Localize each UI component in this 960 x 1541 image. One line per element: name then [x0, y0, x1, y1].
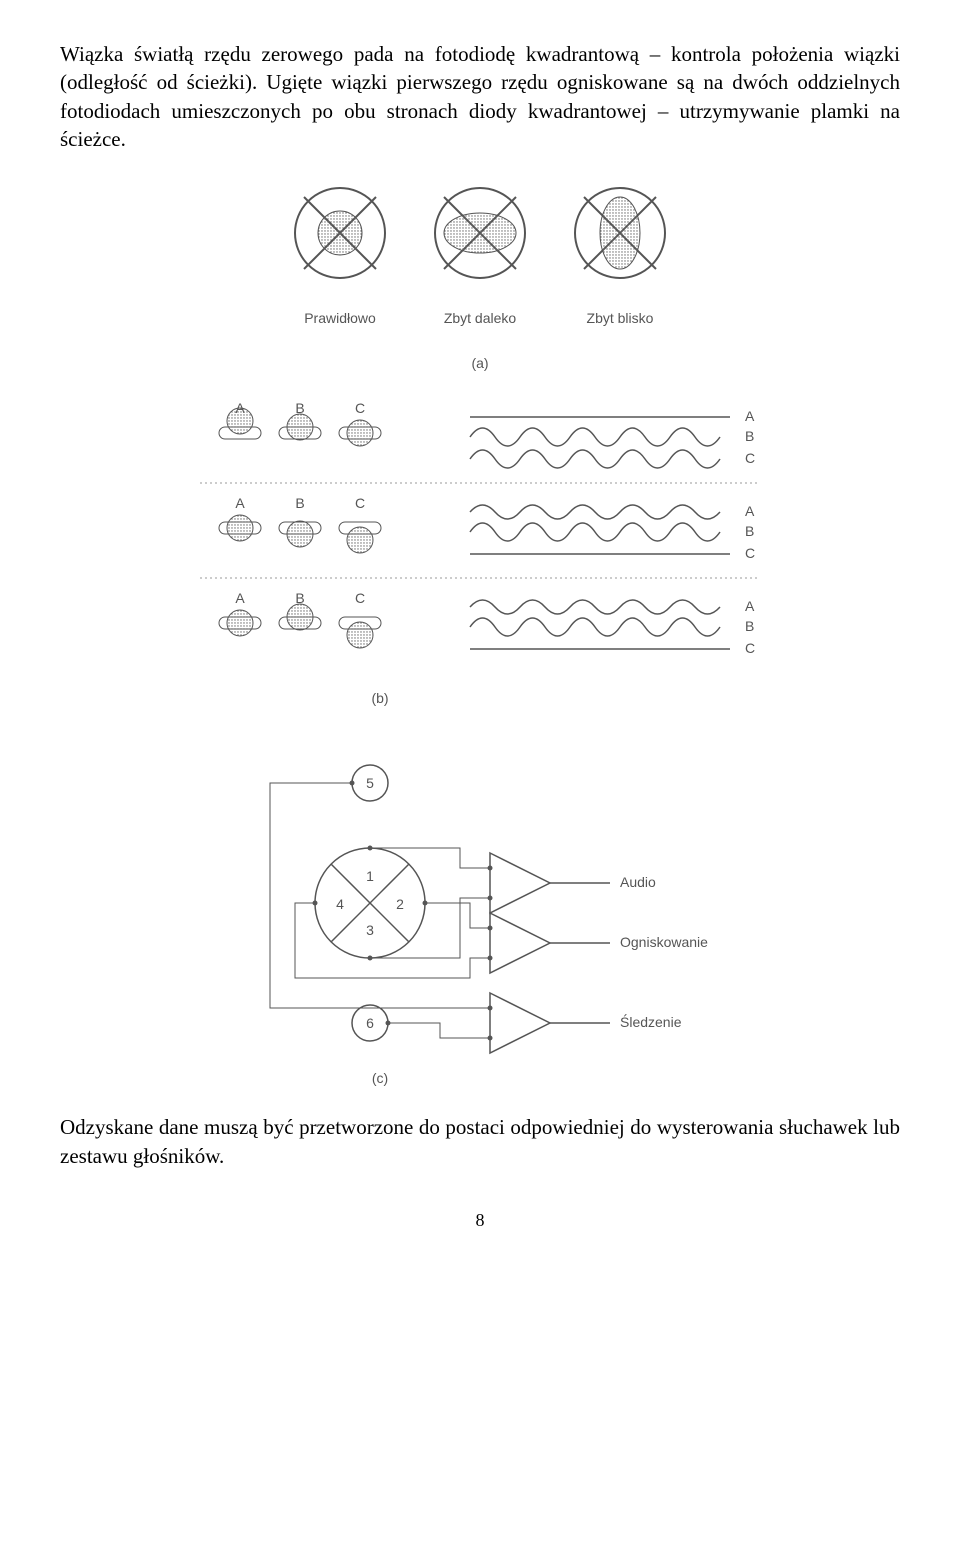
row-3: A B C A B C	[219, 590, 755, 656]
svg-text:C: C	[355, 590, 365, 606]
amp-audio	[490, 853, 550, 913]
page-number: 8	[60, 1210, 900, 1231]
svg-text:B: B	[745, 428, 754, 444]
svg-text:5: 5	[366, 775, 374, 791]
svg-text:2: 2	[396, 896, 404, 912]
svg-text:A: A	[745, 598, 755, 614]
row-2: A B C A B C	[219, 495, 755, 561]
quadrant-correct: Prawidłowo	[295, 188, 385, 326]
svg-text:A: A	[745, 408, 755, 424]
figure-b-wrap: A B C A B C A B C A B C	[60, 393, 900, 713]
caption-a: (a)	[471, 355, 488, 371]
label-far: Zbyt daleko	[444, 310, 517, 326]
label-audio: Audio	[620, 874, 656, 890]
paragraph-outro: Odzyskane dane muszą być przetworzone do…	[60, 1113, 900, 1170]
label-track: Śledzenie	[620, 1013, 682, 1030]
svg-text:C: C	[745, 450, 755, 466]
figure-b: A B C A B C A B C A B C	[180, 393, 780, 713]
svg-text:A: A	[745, 503, 755, 519]
caption-c: (c)	[372, 1070, 388, 1086]
label-near: Zbyt blisko	[587, 310, 654, 326]
amp-track	[490, 993, 550, 1053]
svg-text:C: C	[355, 400, 365, 416]
svg-text:6: 6	[366, 1015, 374, 1031]
figure-a-wrap: Prawidłowo Zbyt daleko Zbyt blisko (a)	[60, 173, 900, 373]
quadrant-near: Zbyt blisko	[575, 188, 665, 326]
figure-a: Prawidłowo Zbyt daleko Zbyt blisko (a)	[270, 173, 690, 373]
svg-text:A: A	[235, 590, 245, 606]
quadrant-far: Zbyt daleko	[435, 188, 525, 326]
svg-text:C: C	[745, 640, 755, 656]
svg-text:B: B	[745, 523, 754, 539]
figure-c: 1 2 3 4 5 6 Audio Ogniskowanie Śledzenie	[210, 733, 750, 1093]
row-1: A B C A B C	[219, 400, 755, 468]
paragraph-intro: Wiązka światłą rzędu zerowego pada na fo…	[60, 40, 900, 153]
svg-text:A: A	[235, 495, 245, 511]
figure-c-wrap: 1 2 3 4 5 6 Audio Ogniskowanie Śledzenie	[60, 733, 900, 1093]
svg-text:C: C	[355, 495, 365, 511]
caption-b: (b)	[371, 690, 388, 706]
svg-text:B: B	[295, 495, 304, 511]
svg-text:3: 3	[366, 922, 374, 938]
svg-text:4: 4	[336, 896, 344, 912]
label-correct: Prawidłowo	[304, 310, 376, 326]
svg-text:B: B	[745, 618, 754, 634]
label-focus: Ogniskowanie	[620, 934, 708, 950]
svg-text:1: 1	[366, 868, 374, 884]
quadrant-detector: 1 2 3 4	[315, 848, 425, 958]
amp-focus	[490, 913, 550, 973]
svg-text:C: C	[745, 545, 755, 561]
